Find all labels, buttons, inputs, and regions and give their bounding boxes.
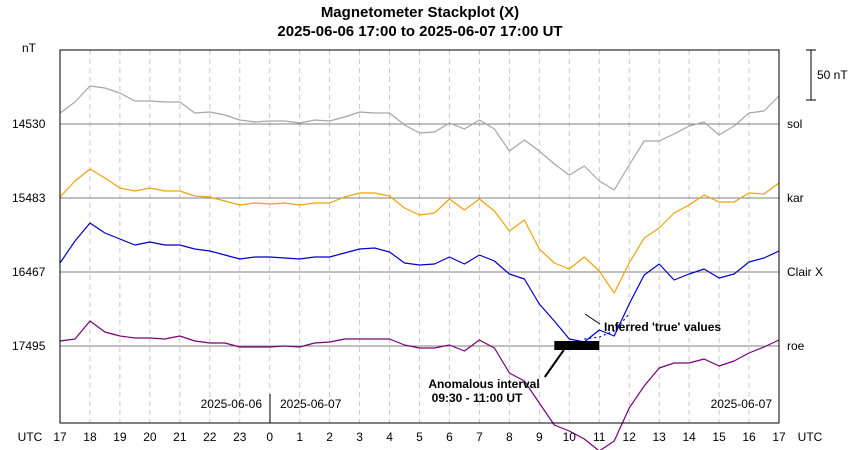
- x-tick-label: 8: [506, 430, 513, 444]
- x-tick-label: 22: [203, 430, 217, 444]
- series-label: kar: [787, 191, 804, 205]
- baseline-label: 16467: [12, 265, 46, 279]
- series-lines: [59, 85, 780, 450]
- x-tick-label: 3: [356, 430, 363, 444]
- series-label: roe: [787, 339, 805, 353]
- x-tick-label: 10: [563, 430, 577, 444]
- x-tick-label: 6: [446, 430, 453, 444]
- x-tick-label: 23: [233, 430, 247, 444]
- anomaly-interval-bar: [554, 341, 600, 350]
- x-tick-label: 18: [83, 430, 97, 444]
- series-label: sol: [787, 117, 802, 131]
- x-unit-label-right: UTC: [798, 430, 823, 444]
- anomaly-pointer-line: [543, 349, 565, 378]
- inferred-values-label: Inferred 'true' values: [604, 320, 721, 334]
- plot-frame: [59, 49, 780, 424]
- y-axis-unit: nT: [22, 41, 37, 55]
- baseline-label: 17495: [12, 339, 46, 353]
- baseline-labels: 14530 15483 16467 17495: [12, 117, 46, 353]
- anomaly-annotation: Anomalous interval 09:30 - 11:00 UT Infe…: [428, 313, 721, 405]
- series-line: [59, 168, 780, 294]
- x-tick-label: 7: [476, 430, 483, 444]
- x-tick-labels: 17 18 19 20 21 22 23 0 1 2 3 4 5 6 7 8 9 10 11 12 13 14 15 16 17: [53, 430, 786, 444]
- x-tick-label: 12: [623, 430, 637, 444]
- x-tick-label: 15: [712, 430, 726, 444]
- series-line: [59, 222, 780, 343]
- date-label-right: 2025-06-07: [280, 397, 342, 411]
- baseline-label: 15483: [12, 191, 46, 205]
- x-tick-label: 11: [593, 430, 606, 444]
- series-name-labels: sol kar Clair X roe: [787, 117, 823, 353]
- date-label-left: 2025-06-06: [201, 397, 263, 411]
- x-tick-label: 14: [682, 430, 696, 444]
- x-tick-label: 1: [296, 430, 303, 444]
- x-tick-label: 2: [326, 430, 333, 444]
- anomalous-interval-time: 09:30 - 11:00 UT: [432, 391, 523, 405]
- date-label-end: 2025-06-07: [711, 397, 773, 411]
- x-tick-label: 4: [386, 430, 393, 444]
- chart-title: Magnetometer Stackplot (X): [321, 4, 519, 21]
- x-tick-label: 9: [536, 430, 543, 444]
- x-tick-label: 0: [266, 430, 273, 444]
- inferred-pointer-line: [584, 313, 601, 325]
- series-line: [59, 320, 780, 450]
- x-tick-label: 16: [742, 430, 756, 444]
- x-tick-label: 19: [113, 430, 127, 444]
- x-tick-label: 17: [53, 430, 67, 444]
- chart-subtitle: 2025-06-06 17:00 to 2025-06-07 17:00 UT: [277, 23, 562, 40]
- x-tick-label: 13: [652, 430, 666, 444]
- x-tick-label: 5: [416, 430, 423, 444]
- series-label: Clair X: [787, 265, 823, 279]
- x-tick-label: 20: [143, 430, 157, 444]
- series-baselines: [60, 123, 779, 347]
- x-tick-label: 17: [772, 430, 786, 444]
- x-tick-label: 21: [173, 430, 187, 444]
- scale-bar-label: 50 nT: [817, 68, 848, 82]
- x-unit-label-left: UTC: [18, 430, 43, 444]
- scale-bar: 50 nT: [806, 49, 848, 101]
- baseline-label: 14530: [12, 117, 46, 131]
- hour-grid: [89, 50, 750, 423]
- series-line: [59, 85, 780, 191]
- anomalous-interval-label: Anomalous interval: [428, 377, 539, 391]
